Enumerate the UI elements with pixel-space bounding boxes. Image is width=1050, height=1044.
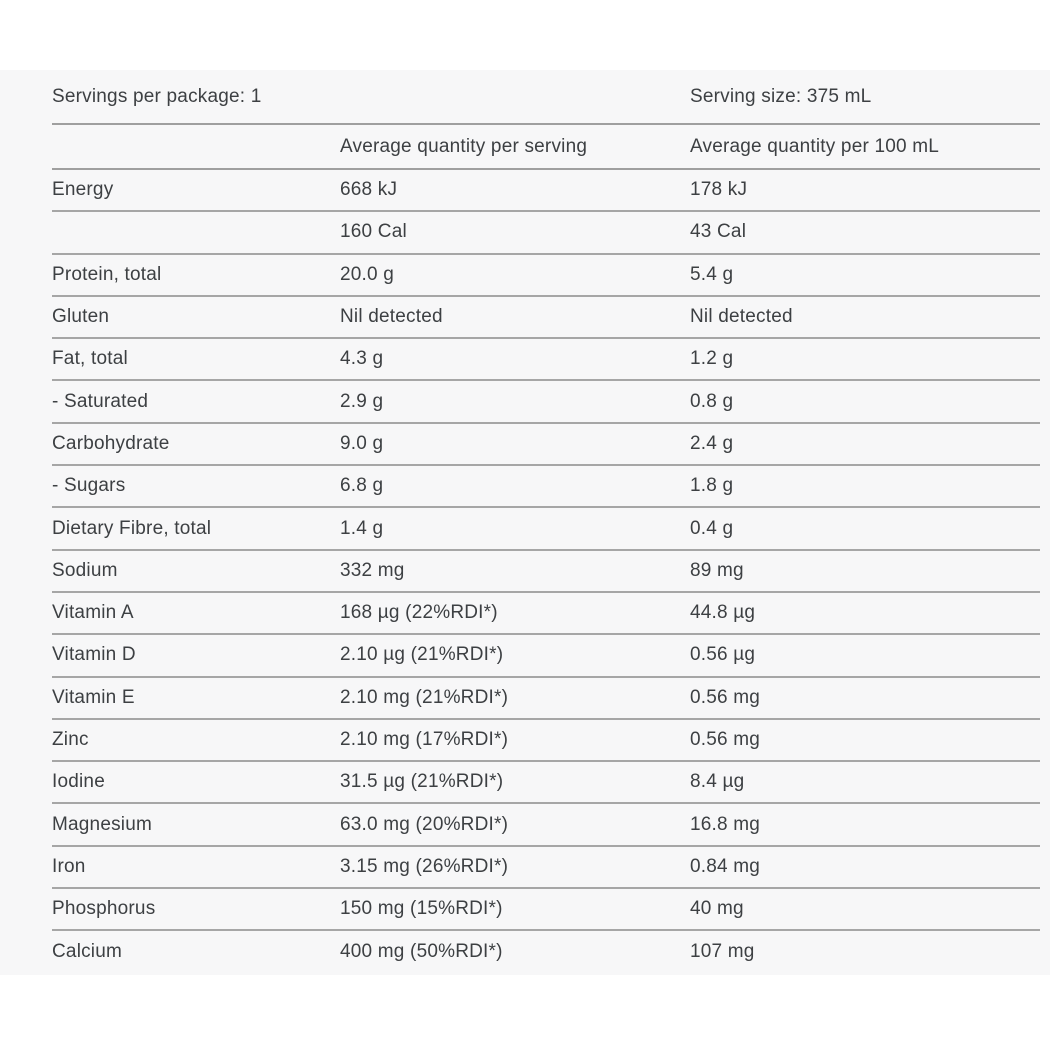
row-label: Sodium bbox=[52, 559, 118, 581]
table-row: Magnesium 63.0 mg (20%RDI*) 16.8 mg bbox=[52, 804, 1040, 847]
row-value-per-100ml: Nil detected bbox=[690, 306, 793, 328]
row-value-per-100ml: 5.4 g bbox=[690, 263, 734, 285]
table-row: Dietary Fibre, total 1.4 g 0.4 g bbox=[52, 508, 1040, 551]
row-value-per-100ml: 0.56 mg bbox=[690, 686, 761, 708]
row-value-per-serving: 400 mg (50%RDI*) bbox=[340, 941, 503, 963]
row-value-per-100ml: 16.8 mg bbox=[690, 813, 761, 835]
row-value-per-serving: 168 µg (22%RDI*) bbox=[340, 602, 498, 624]
table-row: Calcium 400 mg (50%RDI*) 107 mg bbox=[52, 931, 1040, 973]
row-value-per-100ml: 40 mg bbox=[690, 898, 744, 920]
row-value-per-serving: 20.0 g bbox=[340, 263, 395, 285]
row-value-per-serving: 332 mg bbox=[340, 559, 405, 581]
row-label: - Saturated bbox=[52, 390, 149, 412]
row-value-per-serving: Nil detected bbox=[340, 306, 443, 328]
row-value-per-serving: 2.10 mg (21%RDI*) bbox=[340, 686, 509, 708]
row-value-per-100ml: 43 Cal bbox=[690, 221, 747, 243]
table-row: Vitamin A 168 µg (22%RDI*) 44.8 µg bbox=[52, 593, 1040, 636]
servings-per-package: Servings per package: 1 bbox=[52, 85, 262, 107]
table-row: 160 Cal 43 Cal bbox=[52, 212, 1040, 255]
table-row: Iron 3.15 mg (26%RDI*) 0.84 mg bbox=[52, 847, 1040, 890]
row-label: Energy bbox=[52, 179, 114, 201]
row-value-per-serving: 160 Cal bbox=[340, 221, 407, 243]
row-value-per-serving: 2.9 g bbox=[340, 390, 384, 412]
table-row: Carbohydrate 9.0 g 2.4 g bbox=[52, 424, 1040, 467]
table-row: - Saturated 2.9 g 0.8 g bbox=[52, 381, 1040, 424]
row-value-per-100ml: 1.8 g bbox=[690, 475, 734, 497]
row-value-per-100ml: 178 kJ bbox=[690, 179, 748, 201]
table-row: Phosphorus 150 mg (15%RDI*) 40 mg bbox=[52, 889, 1040, 932]
row-value-per-100ml: 0.56 mg bbox=[690, 729, 761, 750]
table-row: Iodine 31.5 µg (21%RDI*) 8.4 µg bbox=[52, 762, 1040, 805]
row-value-per-serving: 668 kJ bbox=[340, 179, 398, 201]
row-value-per-100ml: 0.8 g bbox=[690, 390, 734, 412]
row-value-per-100ml: 0.4 g bbox=[690, 517, 734, 539]
table-row: - Sugars 6.8 g 1.8 g bbox=[52, 466, 1040, 509]
row-label: Magnesium bbox=[52, 813, 153, 835]
row-value-per-serving: 4.3 g bbox=[340, 348, 384, 370]
table-row: Protein, total 20.0 g 5.4 g bbox=[52, 255, 1040, 297]
nutrition-panel: Servings per package: 1 Serving size: 37… bbox=[0, 70, 1050, 975]
row-label: Carbohydrate bbox=[52, 432, 170, 454]
row-value-per-100ml: 107 mg bbox=[690, 941, 755, 963]
row-label: Iodine bbox=[52, 771, 105, 793]
nutrition-table: Servings per package: 1 Serving size: 37… bbox=[52, 70, 1040, 974]
column-header-per-serving: Average quantity per serving bbox=[340, 135, 588, 157]
row-value-per-100ml: 8.4 µg bbox=[690, 771, 745, 793]
row-label: Protein, total bbox=[52, 263, 162, 285]
row-value-per-serving: 3.15 mg (26%RDI*) bbox=[340, 855, 509, 877]
table-row: Zinc 2.10 mg (17%RDI*) 0.56 mg bbox=[52, 720, 1040, 763]
row-label: Dietary Fibre, total bbox=[52, 517, 212, 539]
row-value-per-serving: 6.8 g bbox=[340, 475, 384, 497]
row-value-per-100ml: 2.4 g bbox=[690, 432, 734, 454]
row-value-per-100ml: 44.8 µg bbox=[690, 602, 756, 624]
row-value-per-100ml: 0.56 µg bbox=[690, 644, 756, 666]
row-value-per-100ml: 1.2 g bbox=[690, 348, 734, 370]
row-value-per-serving: 31.5 µg (21%RDI*) bbox=[340, 771, 504, 793]
table-row: Energy 668 kJ 178 kJ bbox=[52, 170, 1040, 213]
row-label: Zinc bbox=[52, 729, 89, 750]
nutrition-rows: Energy 668 kJ 178 kJ 160 Cal 43 Cal Protein, … bbox=[52, 170, 1040, 974]
row-value-per-100ml: 0.84 mg bbox=[690, 855, 761, 877]
table-row: Fat, total 4.3 g 1.2 g bbox=[52, 339, 1040, 382]
table-row: Sodium 332 mg 89 mg bbox=[52, 551, 1040, 593]
row-value-per-serving: 150 mg (15%RDI*) bbox=[340, 898, 503, 920]
table-row: Gluten Nil detected Nil detected bbox=[52, 297, 1040, 340]
table-row: Vitamin E 2.10 mg (21%RDI*) 0.56 mg bbox=[52, 678, 1040, 720]
row-value-per-100ml: 89 mg bbox=[690, 559, 744, 581]
row-label: Fat, total bbox=[52, 348, 128, 370]
serving-info-row: Servings per package: 1 Serving size: 37… bbox=[52, 70, 1040, 125]
row-value-per-serving: 9.0 g bbox=[340, 432, 384, 454]
column-header-per-100ml: Average quantity per 100 mL bbox=[690, 135, 940, 157]
row-label: Calcium bbox=[52, 941, 123, 963]
table-row: Vitamin D 2.10 µg (21%RDI*) 0.56 µg bbox=[52, 635, 1040, 678]
row-label: - Sugars bbox=[52, 475, 126, 497]
row-label: Phosphorus bbox=[52, 898, 156, 920]
column-header-row: Average quantity per serving Average qua… bbox=[52, 125, 1040, 170]
row-label: Vitamin D bbox=[52, 644, 136, 666]
row-value-per-serving: 1.4 g bbox=[340, 517, 384, 539]
row-value-per-serving: 2.10 µg (21%RDI*) bbox=[340, 644, 504, 666]
row-value-per-serving: 63.0 mg (20%RDI*) bbox=[340, 813, 509, 835]
row-label: Gluten bbox=[52, 306, 110, 328]
row-label: Vitamin A bbox=[52, 602, 134, 624]
row-label: Vitamin E bbox=[52, 686, 135, 708]
row-value-per-serving: 2.10 mg (17%RDI*) bbox=[340, 729, 509, 750]
serving-size: Serving size: 375 mL bbox=[690, 85, 872, 107]
row-label: Iron bbox=[52, 855, 86, 877]
